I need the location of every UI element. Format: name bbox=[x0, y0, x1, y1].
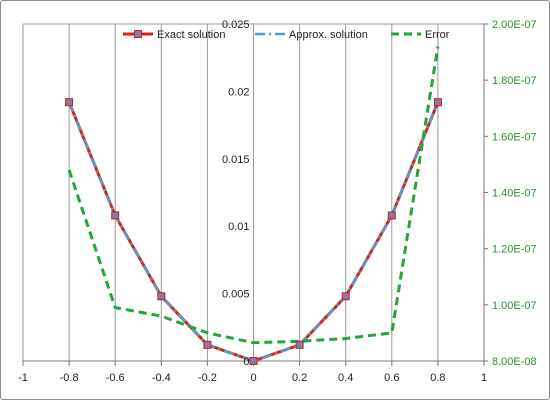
series-line-error bbox=[67, 46, 440, 345]
x-tick-label: 0.4 bbox=[338, 372, 353, 384]
y-left-tick-label: 0.025 bbox=[222, 19, 250, 31]
legend-marker-exact-solution bbox=[134, 30, 142, 38]
tick-labels: 0 0.005 0.01 0.015 0.02 0.025 8.00E-08 1.00E-07… bbox=[18, 19, 537, 384]
x-tick-label: -0.2 bbox=[198, 372, 217, 384]
axes bbox=[22, 23, 488, 366]
x-tick-label: 0.6 bbox=[384, 372, 399, 384]
x-tick-label: -0.6 bbox=[106, 372, 125, 384]
gridlines bbox=[22, 24, 485, 361]
y-right-tick-label: 1.80E-07 bbox=[492, 75, 537, 87]
data-point-exact-solution bbox=[249, 357, 258, 365]
y-left-tick-label: 0.015 bbox=[222, 154, 250, 166]
y-left-tick-label: 0.01 bbox=[228, 221, 249, 233]
data-point-exact-solution bbox=[433, 98, 442, 107]
data-point-exact-solution bbox=[341, 292, 350, 301]
series-line-approx-solution bbox=[67, 101, 440, 363]
y-right-tick-label: 1.00E-07 bbox=[492, 300, 537, 312]
legend-label-error: Error bbox=[425, 29, 450, 41]
data-point-exact-solution bbox=[295, 340, 304, 349]
y-left-tick-label: 0.005 bbox=[222, 289, 250, 301]
x-tick-label: -1 bbox=[18, 372, 28, 384]
data-point-exact-solution bbox=[387, 211, 396, 220]
x-tick-label: -0.4 bbox=[152, 372, 171, 384]
x-tick-label: 1 bbox=[481, 372, 487, 384]
legend: Exact solution Approx. solution Error bbox=[123, 29, 450, 41]
x-tick-label: 0.8 bbox=[430, 372, 445, 384]
series-markers bbox=[65, 98, 442, 365]
y-left-tick-label: 0.02 bbox=[228, 86, 249, 98]
data-point-exact-solution bbox=[203, 340, 212, 349]
legend-label-exact-solution: Exact solution bbox=[157, 29, 225, 41]
x-tick-label: 0.2 bbox=[292, 372, 307, 384]
y-right-tick-label: 8.00E-08 bbox=[492, 356, 537, 368]
legend-label-approx-solution: Approx. solution bbox=[289, 29, 368, 41]
data-point-exact-solution bbox=[111, 211, 120, 220]
y-right-tick-label: 1.40E-07 bbox=[492, 188, 537, 200]
y-left-tick-label: 0 bbox=[243, 356, 249, 368]
y-right-tick-label: 2.00E-07 bbox=[492, 19, 537, 31]
y-right-tick-label: 1.60E-07 bbox=[492, 131, 537, 143]
data-point-exact-solution bbox=[65, 98, 74, 107]
data-point-exact-solution bbox=[157, 292, 166, 301]
y-right-tick-label: 1.20E-07 bbox=[492, 244, 537, 256]
x-tick-label: -0.8 bbox=[60, 372, 79, 384]
x-tick-label: 0 bbox=[250, 372, 256, 384]
